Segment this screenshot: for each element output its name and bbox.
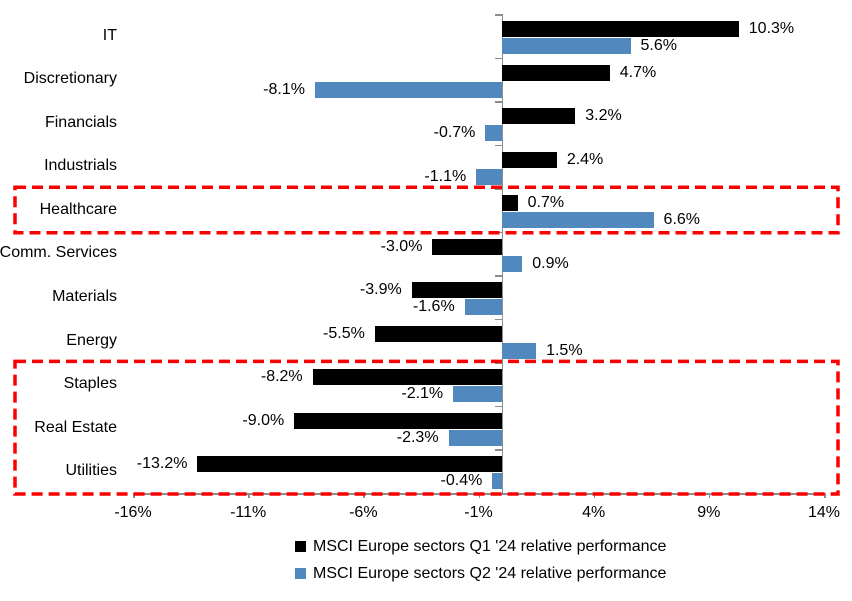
bar-q1 <box>411 282 502 299</box>
category-label: Staples <box>63 375 117 393</box>
x-axis-tick-label: 4% <box>582 504 606 521</box>
legend-swatch-q1 <box>295 541 306 552</box>
bar-q1 <box>501 151 557 168</box>
category-axis-tick <box>494 144 502 147</box>
legend-label-q1: MSCI Europe sectors Q1 '24 relative perf… <box>313 537 667 555</box>
x-axis-tick-label: 9% <box>697 504 721 521</box>
bar-value-label: -8.1% <box>263 80 305 98</box>
bar-value-label: -5.5% <box>323 324 365 342</box>
legend-swatch-q2 <box>295 568 306 579</box>
bar-q1 <box>501 21 739 37</box>
bar-value-label: 0.7% <box>527 194 565 212</box>
bar-q2 <box>492 473 502 490</box>
bar-q1 <box>432 238 502 255</box>
bar-q2 <box>485 125 502 142</box>
category-label: Industrials <box>44 157 117 175</box>
category-label: Healthcare <box>39 200 117 218</box>
legend: MSCI Europe sectors Q1 '24 relative perf… <box>295 533 666 587</box>
category-axis-tick <box>494 362 502 364</box>
bar-value-label: -3.9% <box>359 281 402 299</box>
category-label: Energy <box>66 331 117 349</box>
x-axis-tick-label: -6% <box>349 504 378 521</box>
bar-value-label: 1.5% <box>546 341 583 359</box>
bar-value-label: -1.6% <box>412 298 455 316</box>
category-axis-tick <box>494 188 502 190</box>
bar-value-label: 0.9% <box>532 254 569 272</box>
bar-q1 <box>312 369 502 386</box>
x-axis-tick <box>363 493 365 498</box>
category-axis-tick <box>494 449 502 451</box>
x-axis-tick-label: -11% <box>230 504 267 521</box>
x-axis-tick <box>708 493 711 498</box>
category-axis-tick <box>494 318 502 321</box>
category-label: Comm. Services <box>0 244 117 262</box>
bar-value-label: -2.1% <box>401 385 444 403</box>
bar-q1 <box>294 412 502 429</box>
bar-q1 <box>374 325 502 342</box>
category-label: Materials <box>52 288 117 306</box>
bar-q2 <box>476 168 502 185</box>
x-axis-tick <box>133 493 135 498</box>
bar-value-label: 5.6% <box>640 37 677 54</box>
category-axis-tick <box>494 275 502 277</box>
bar-value-label: -3.0% <box>380 237 423 255</box>
bar-q2 <box>453 386 502 403</box>
bar-q1 <box>501 108 576 125</box>
legend-item-q1: MSCI Europe sectors Q1 '24 relative perf… <box>295 533 666 560</box>
category-label: Discretionary <box>23 70 117 88</box>
bar-value-label: 3.2% <box>585 107 622 125</box>
bar-value-label: -2.3% <box>396 428 439 446</box>
category-axis-tick <box>494 405 502 408</box>
bar-q2 <box>501 342 537 359</box>
bar-value-label: -0.4% <box>440 472 483 490</box>
bar-q2 <box>501 255 523 272</box>
category-label: IT <box>102 26 117 44</box>
bar-q2 <box>448 429 502 446</box>
category-axis-tick <box>494 101 502 103</box>
bar-q2 <box>501 212 654 229</box>
bar-value-label: -1.1% <box>424 167 467 185</box>
y-axis-line <box>501 14 504 493</box>
bar-value-label: 6.6% <box>663 211 701 229</box>
bar-q1 <box>501 195 518 212</box>
bar-value-label: 2.4% <box>566 150 604 168</box>
x-axis-tick <box>478 493 480 498</box>
x-axis-tick-label: -16% <box>114 504 152 521</box>
x-axis-tick <box>248 493 250 498</box>
x-axis-tick-label: 14% <box>807 504 841 521</box>
bar-value-label: -9.0% <box>242 411 285 429</box>
x-axis-tick <box>824 493 826 498</box>
legend-item-q2: MSCI Europe sectors Q2 '24 relative perf… <box>295 560 666 587</box>
bar-value-label: 4.7% <box>619 63 657 81</box>
x-axis-tick-label: -1% <box>464 504 493 521</box>
bar-q1 <box>501 64 610 81</box>
bar-value-label: 10.3% <box>748 20 795 37</box>
category-axis-tick <box>494 57 502 60</box>
x-axis-tick <box>593 493 596 498</box>
bar-value-label: -13.2% <box>136 455 188 473</box>
bar-q2 <box>464 299 502 316</box>
bar-q1 <box>197 456 502 473</box>
category-axis-tick <box>494 231 502 234</box>
bar-q2 <box>501 38 631 54</box>
bar-q2 <box>314 81 502 98</box>
category-label: Real Estate <box>34 418 117 436</box>
category-axis-tick <box>494 493 502 495</box>
legend-label-q2: MSCI Europe sectors Q2 '24 relative perf… <box>313 564 667 582</box>
category-label: Financials <box>44 113 117 131</box>
bar-value-label: -8.2% <box>260 368 303 386</box>
category-axis-tick <box>494 14 502 16</box>
bar-value-label: -0.7% <box>433 124 476 142</box>
